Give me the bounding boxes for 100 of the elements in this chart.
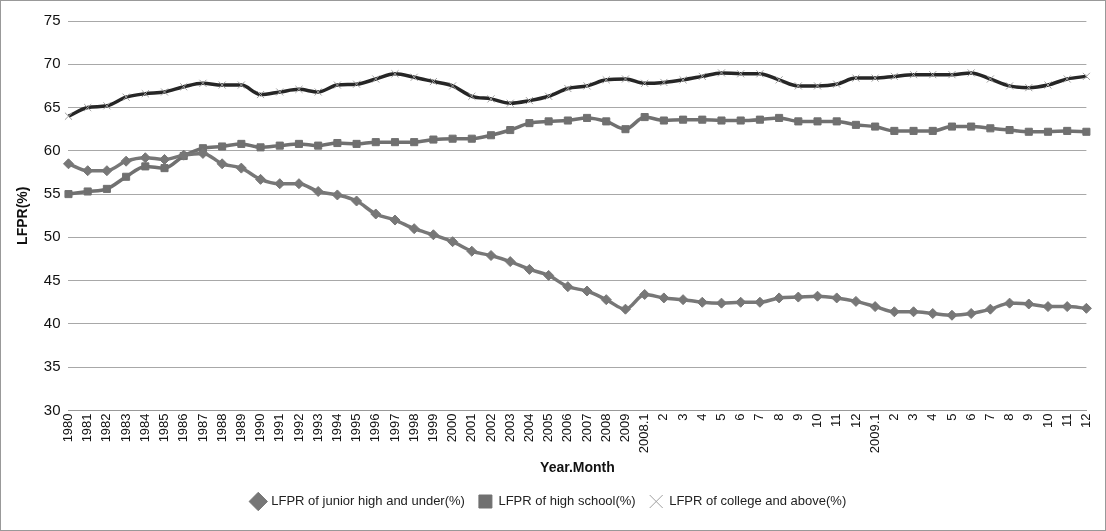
point <box>544 117 553 126</box>
x-tick-label: 1991 <box>271 413 287 443</box>
x-tick-label: 1994 <box>328 413 344 443</box>
x-tick-label: 6 <box>732 413 748 421</box>
point <box>486 131 496 140</box>
point <box>986 124 995 133</box>
x-tick-label: 2008 <box>597 413 613 443</box>
x-tick-label: 2006 <box>559 413 575 443</box>
point <box>122 172 131 181</box>
x-tick-label: 11 <box>828 413 844 427</box>
x-tick-label: 1987 <box>194 413 210 443</box>
point <box>640 113 649 122</box>
point <box>371 138 380 147</box>
x-tick-label: 8 <box>1001 413 1017 421</box>
point <box>927 308 939 320</box>
y-tick-label: 35 <box>43 357 61 375</box>
point <box>562 281 574 293</box>
point <box>1082 127 1091 136</box>
point <box>237 139 246 148</box>
point <box>275 141 284 150</box>
point <box>736 116 745 125</box>
point <box>947 122 956 131</box>
point <box>851 120 860 129</box>
point <box>890 126 899 135</box>
point <box>235 162 247 174</box>
point <box>869 301 881 313</box>
x-tick-label: 2004 <box>521 413 537 443</box>
x-tick-label: 1992 <box>290 413 306 443</box>
point <box>447 236 459 248</box>
point <box>659 116 668 125</box>
point <box>1043 127 1053 136</box>
x-tick-label: 1986 <box>175 413 191 443</box>
y-tick-label: 50 <box>43 227 61 245</box>
point <box>871 122 880 131</box>
x-axis-title: Year.Month <box>540 459 615 476</box>
x-tick-label: 1998 <box>405 413 421 443</box>
point <box>946 309 958 321</box>
y-tick-label: 60 <box>43 140 61 158</box>
point <box>408 223 420 235</box>
y-tick-label: 40 <box>43 314 61 332</box>
point <box>525 119 534 128</box>
x-tick-label: 2003 <box>501 413 517 443</box>
point <box>888 306 900 318</box>
point <box>967 122 976 131</box>
x-tick-label: 2008.1 <box>636 413 652 454</box>
x-tick-label: 2000 <box>444 413 460 443</box>
x-tick-label: 1981 <box>79 413 95 443</box>
x-tick-label: 2001 <box>463 413 479 443</box>
point <box>370 208 382 220</box>
point <box>583 113 592 122</box>
legend-label: LFPR of high school(%) <box>498 493 636 509</box>
y-tick-label: 30 <box>43 400 61 418</box>
x-tick-label: 5 <box>943 413 959 421</box>
y-axis-title: LFPR(%) <box>14 186 31 245</box>
point <box>794 117 803 126</box>
x-tick-label: 2 <box>655 413 671 421</box>
point <box>850 295 862 307</box>
point <box>333 138 342 148</box>
y-tick-label: 70 <box>43 54 61 72</box>
point <box>429 135 438 144</box>
point <box>984 303 996 315</box>
x-tick-label: 4 <box>924 413 940 421</box>
point <box>83 187 92 196</box>
x-tick-label: 7 <box>981 413 997 421</box>
x-tick-label: 1995 <box>348 413 364 443</box>
x-tick-label: 1984 <box>136 413 152 443</box>
point <box>755 115 764 124</box>
x-tick-label: 1988 <box>213 413 229 443</box>
x-tick-label: 12 <box>1077 413 1093 428</box>
x-tick-label: 5 <box>713 413 729 421</box>
point <box>255 173 267 185</box>
y-tick-label: 55 <box>43 184 61 202</box>
x-tick-label: 3 <box>905 413 921 421</box>
x-tick-label: 2007 <box>578 413 594 443</box>
point <box>679 115 688 124</box>
point <box>639 288 651 300</box>
x-tick-label: 11 <box>1058 413 1074 427</box>
x-tick-label: 1989 <box>232 413 248 443</box>
point <box>1024 127 1033 136</box>
point <box>698 115 707 124</box>
point <box>909 126 918 135</box>
point <box>928 126 937 135</box>
point <box>600 294 612 306</box>
point <box>467 134 476 143</box>
legend-label: LFPR of junior high and under(%) <box>271 493 465 509</box>
point <box>160 164 169 173</box>
x-tick-label: 1993 <box>309 413 325 443</box>
x-tick-label: 8 <box>770 413 786 421</box>
point <box>351 195 363 207</box>
point <box>621 125 630 134</box>
point <box>448 134 457 143</box>
point <box>390 138 400 147</box>
point <box>352 139 361 148</box>
point <box>602 117 611 126</box>
point <box>965 308 977 320</box>
legend-label: LFPR of college and above(%) <box>669 493 847 509</box>
x-tick-label: 9 <box>1020 413 1036 421</box>
x-tick-label: 2002 <box>482 413 498 443</box>
x-tick-label: 1997 <box>386 413 402 443</box>
x-tick-label: 10 <box>809 413 825 428</box>
